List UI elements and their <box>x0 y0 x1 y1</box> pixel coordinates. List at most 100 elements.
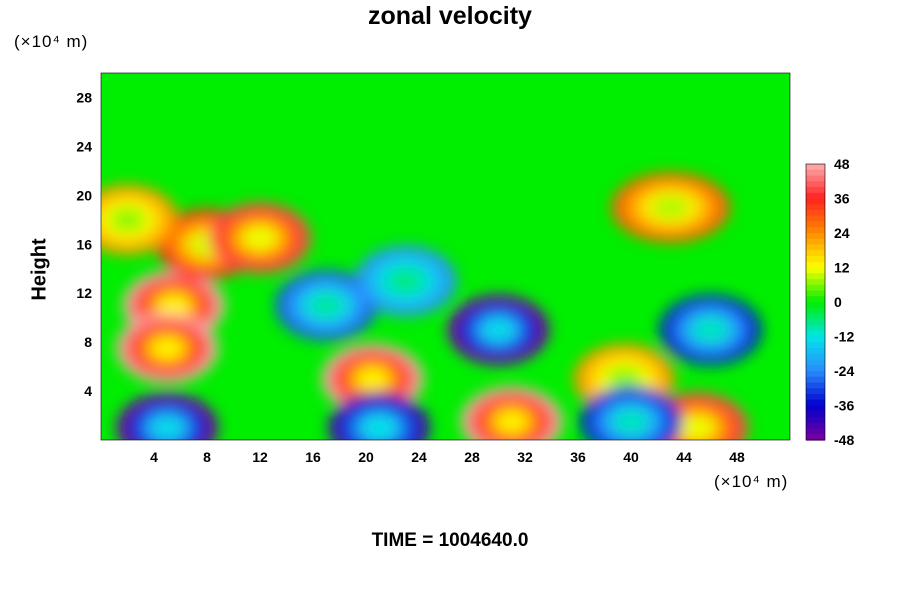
colorbar-segment <box>806 365 825 372</box>
colorbar-segment <box>806 227 825 234</box>
colorbar-segment <box>806 273 825 280</box>
time-footer: TIME = 1004640.0 <box>371 530 529 551</box>
colorbar-tick-label: 48 <box>834 156 850 172</box>
colorbar-segment <box>806 388 825 395</box>
x-tick-label: 32 <box>517 449 533 465</box>
colorbar-segment <box>806 221 825 228</box>
colorbar: 48 36 24 12 0 -12 -24 -36 -48 <box>805 156 854 448</box>
colorbar-tick-label: -12 <box>834 329 854 345</box>
colorbar-segment <box>806 296 825 303</box>
field-feature <box>150 336 184 360</box>
colorbar-segment <box>806 284 825 292</box>
y-tick-label: 20 <box>76 187 92 203</box>
colorbar-segment <box>806 204 825 211</box>
colorbar-segment <box>806 411 825 418</box>
colorbar-segment <box>806 267 825 274</box>
colorbar-segment <box>806 164 825 171</box>
x-tick-label: 36 <box>570 449 586 465</box>
x-tick-label: 24 <box>411 449 427 465</box>
colorbar-segment <box>806 290 825 297</box>
colorbar-segment <box>806 215 825 223</box>
colorbar-frame <box>805 163 826 441</box>
x-tick-labels: 4 8 12 16 20 24 28 32 36 40 44 48 <box>150 449 745 465</box>
colorbar-segment <box>806 382 825 389</box>
colorbar-segment <box>806 428 825 435</box>
plot-frame <box>100 72 791 441</box>
field-feature <box>608 367 641 391</box>
colorbar-segment <box>806 279 825 286</box>
colorbar-segment <box>806 336 825 343</box>
colorbar-segment <box>806 187 825 194</box>
colorbar-segment <box>806 302 825 309</box>
colorbar-tick-label: 24 <box>834 225 850 241</box>
y-axis-unit: (×10⁴ m) <box>14 32 89 51</box>
colorbar-segment <box>806 244 825 251</box>
colorbar-tick-label: 12 <box>834 260 850 276</box>
colorbar-segment <box>806 233 825 240</box>
x-tick-label: 28 <box>464 449 480 465</box>
colorbar-tick-label: -36 <box>834 398 854 414</box>
colorbar-segment <box>806 434 825 441</box>
colorbar-segment <box>806 313 825 320</box>
colorbar-segment <box>806 175 825 182</box>
colorbar-segment <box>806 198 825 205</box>
colorbar-segment <box>806 192 825 200</box>
x-tick-label: 12 <box>252 449 268 465</box>
field-feature <box>482 318 515 342</box>
colorbar-segment <box>806 261 825 269</box>
field-feature <box>680 416 714 440</box>
colorbar-segment <box>806 394 825 401</box>
y-tick-label: 28 <box>76 89 92 105</box>
colorbar-segment <box>806 169 825 177</box>
field-feature <box>111 208 144 232</box>
field-feature <box>614 410 648 433</box>
colorbar-tick-label: -24 <box>834 363 854 379</box>
chart-title: zonal velocity <box>368 2 532 30</box>
y-tick-label: 4 <box>84 383 92 399</box>
colorbar-segment <box>806 325 825 332</box>
colorbar-segment <box>806 319 825 326</box>
y-tick-label: 24 <box>76 138 92 154</box>
colorbar-segment <box>806 399 825 407</box>
colorbar-segment <box>806 238 825 246</box>
field-feature <box>389 269 423 293</box>
field-features <box>101 172 762 440</box>
x-tick-label: 4 <box>150 449 158 465</box>
y-tick-label: 12 <box>76 285 92 301</box>
colorbar-tick-label: 36 <box>834 191 850 207</box>
x-tick-label: 16 <box>305 449 321 465</box>
colorbar-segment <box>806 353 825 361</box>
x-tick-label: 44 <box>676 449 692 465</box>
y-tick-labels: 4 8 12 16 20 24 28 <box>76 89 92 399</box>
x-tick-label: 48 <box>729 449 745 465</box>
x-tick-label: 20 <box>358 449 374 465</box>
field-feature <box>157 294 191 317</box>
colorbar-segment <box>806 181 825 188</box>
field-feature <box>309 294 343 317</box>
colorbar-segment <box>806 348 825 355</box>
colorbar-segment <box>806 307 825 315</box>
y-tick-label: 16 <box>76 236 92 252</box>
colorbar-segment <box>806 330 825 338</box>
x-axis-unit: (×10⁴ m) <box>714 472 789 491</box>
field-feature <box>356 367 389 391</box>
field-feature <box>150 416 184 440</box>
colorbar-segment <box>806 422 825 430</box>
field-feature <box>243 226 277 250</box>
field-feature <box>694 318 727 342</box>
colorbar-segment <box>806 376 825 384</box>
colorbar-tick-label: 0 <box>834 294 842 310</box>
colorbar-segment <box>806 405 825 412</box>
colorbar-segment <box>806 359 825 366</box>
x-tick-label: 40 <box>623 449 639 465</box>
colorbar-segment <box>806 210 825 217</box>
y-tick-label: 8 <box>84 334 92 350</box>
field-feature <box>495 410 529 433</box>
colorbar-segment <box>806 371 825 378</box>
colorbar-segment <box>806 250 825 257</box>
colorbar-segment <box>806 342 825 349</box>
field-feature <box>651 196 690 219</box>
colorbar-segment <box>806 417 825 424</box>
colorbar-segment <box>806 256 825 263</box>
field-feature <box>362 416 396 440</box>
